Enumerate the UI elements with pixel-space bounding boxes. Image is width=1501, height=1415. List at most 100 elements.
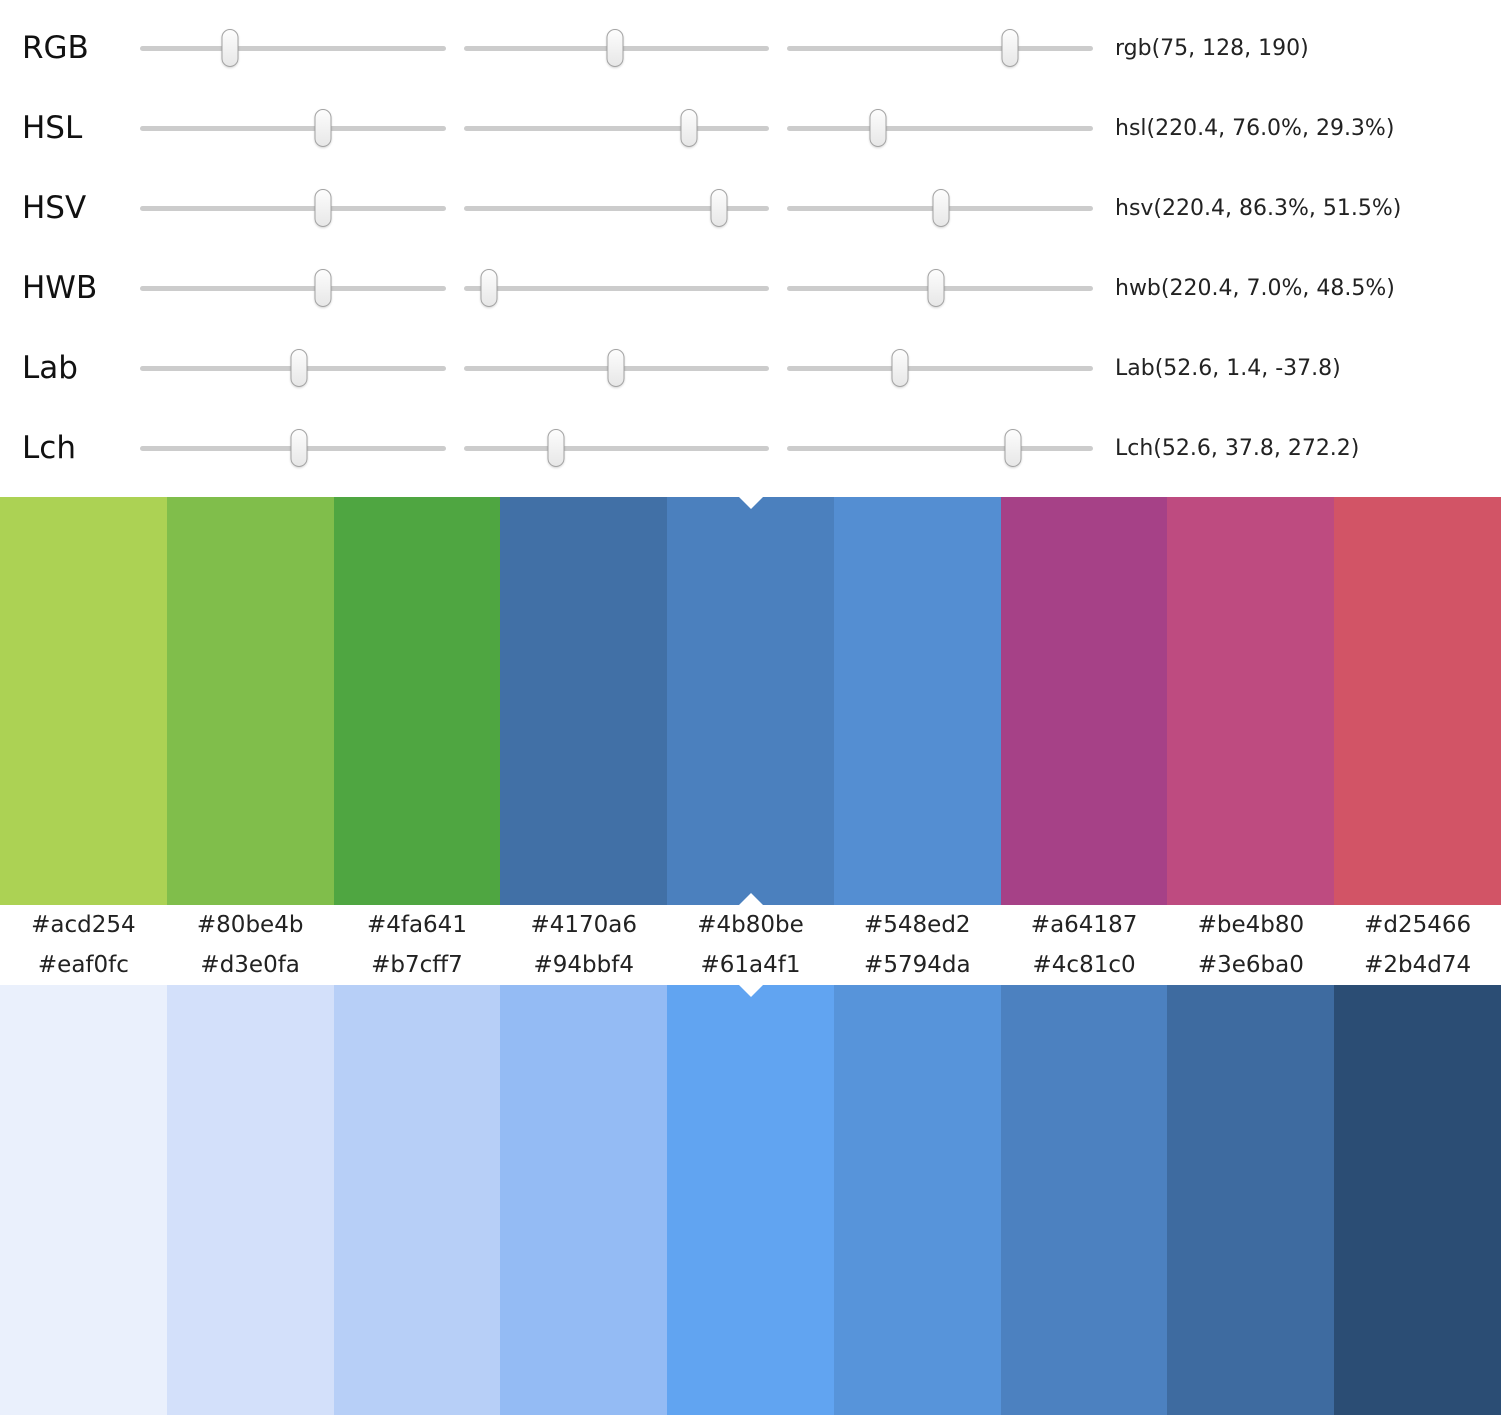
selected-swatch-notch-top [738, 985, 763, 997]
luminance-palette-labels: #eaf0fc #d3e0fa #b7cff7 #94bbf4 #61a4f1 #5794… [0, 945, 1501, 985]
hsl-l-slider-thumb[interactable] [869, 109, 887, 147]
lch-c-slider-track[interactable] [463, 429, 770, 467]
swatch-hex-label: #5794da [864, 952, 971, 978]
swatch-hex-label: #2b4d74 [1364, 952, 1472, 978]
rgb-g-slider-thumb[interactable] [606, 29, 624, 67]
palette-swatch[interactable] [667, 985, 834, 1415]
colorspace-label-lab: Lab [22, 350, 78, 386]
colorspace-label-hsl: HSL [22, 110, 83, 146]
palette-swatch[interactable] [1334, 497, 1501, 905]
palette-swatch[interactable] [833, 497, 1001, 905]
swatch-hex-label: #4c81c0 [1032, 952, 1136, 978]
palette-swatch[interactable] [667, 497, 834, 905]
lch-h-slider-thumb[interactable] [1004, 429, 1022, 467]
slider-row-lch: Lch Lch(52.6, 37.8, 272.2) [0, 408, 1501, 488]
slider-row-lab: Lab Lab(52.6, 1.4, -37.8) [0, 328, 1501, 408]
slider-tracks-hsl [140, 109, 1094, 147]
luminance-palette [0, 985, 1501, 1415]
swatch-hex-label: #acd254 [31, 912, 136, 938]
slider-tracks-rgb [140, 29, 1094, 67]
swatch-hex-label: #eaf0fc [37, 952, 129, 978]
slider-tracks-hwb [140, 269, 1094, 307]
swatch-hex-label: #a64187 [1030, 912, 1138, 938]
slider-panel: RGB rgb(75, 128, 190) HSL hsl(220.4, 76.… [0, 0, 1501, 497]
hwb-b-slider-thumb[interactable] [927, 269, 945, 307]
swatch-hex-label: #94bbf4 [533, 952, 634, 978]
color-value-lch: Lch(52.6, 37.8, 272.2) [1115, 435, 1360, 461]
swatch-hex-label: #d3e0fa [200, 952, 300, 978]
rgb-r-slider-thumb[interactable] [221, 29, 239, 67]
colorspace-label-hwb: HWB [22, 270, 98, 306]
lch-c-slider-thumb[interactable] [547, 429, 565, 467]
hsl-l-slider-track[interactable] [787, 109, 1094, 147]
lab-b-slider-track[interactable] [787, 349, 1094, 387]
slider-row-hsl: HSL hsl(220.4, 76.0%, 29.3%) [0, 88, 1501, 168]
slider-tracks-lab [140, 349, 1094, 387]
slider-tracks-hsv [140, 189, 1094, 227]
hue-palette [0, 497, 1501, 905]
color-value-hsl: hsl(220.4, 76.0%, 29.3%) [1115, 115, 1395, 141]
colorspace-label-lch: Lch [22, 430, 76, 466]
rgb-g-slider-track[interactable] [463, 29, 770, 67]
hwb-h-slider-track[interactable] [140, 269, 446, 307]
color-value-hwb: hwb(220.4, 7.0%, 48.5%) [1115, 275, 1395, 301]
lab-l-slider-track[interactable] [140, 349, 446, 387]
swatch-hex-label: #548ed2 [864, 912, 971, 938]
swatch-hex-label: #4b80be [697, 912, 804, 938]
rgb-b-slider-thumb[interactable] [1001, 29, 1019, 67]
hsv-h-slider-thumb[interactable] [314, 189, 332, 227]
hsv-v-slider-track[interactable] [787, 189, 1094, 227]
lch-h-slider-track[interactable] [787, 429, 1094, 467]
lab-b-slider-thumb[interactable] [891, 349, 909, 387]
swatch-hex-label: #4170a6 [530, 912, 637, 938]
lch-l-slider-track[interactable] [140, 429, 446, 467]
palette-swatch[interactable] [1334, 985, 1501, 1415]
swatch-hex-label: #b7cff7 [371, 952, 463, 978]
swatch-hex-label: #80be4b [196, 912, 304, 938]
hsv-h-slider-track[interactable] [140, 189, 446, 227]
palette-swatch[interactable] [166, 497, 334, 905]
palette-swatch[interactable] [333, 497, 501, 905]
hsv-s-slider-thumb[interactable] [710, 189, 728, 227]
hsv-s-slider-track[interactable] [463, 189, 770, 227]
hwb-b-slider-track[interactable] [787, 269, 1094, 307]
color-value-lab: Lab(52.6, 1.4, -37.8) [1115, 355, 1341, 381]
slider-row-hsv: HSV hsv(220.4, 86.3%, 51.5%) [0, 168, 1501, 248]
swatch-hex-label: #4fa641 [366, 912, 467, 938]
selected-swatch-notch-top [738, 497, 763, 509]
slider-row-hwb: HWB hwb(220.4, 7.0%, 48.5%) [0, 248, 1501, 328]
lch-l-slider-thumb[interactable] [290, 429, 308, 467]
colorspace-label-rgb: RGB [22, 30, 89, 66]
rgb-b-slider-track[interactable] [787, 29, 1094, 67]
hsl-s-slider-thumb[interactable] [680, 109, 698, 147]
palette-swatch[interactable] [333, 985, 501, 1415]
hsl-s-slider-track[interactable] [463, 109, 770, 147]
lab-a-slider-track[interactable] [463, 349, 770, 387]
hwb-w-slider-thumb[interactable] [480, 269, 498, 307]
lab-a-slider-thumb[interactable] [607, 349, 625, 387]
hwb-h-slider-thumb[interactable] [314, 269, 332, 307]
palette-swatch[interactable] [1167, 497, 1335, 905]
palette-swatch[interactable] [1000, 497, 1168, 905]
hsl-h-slider-thumb[interactable] [314, 109, 332, 147]
swatch-hex-label: #61a4f1 [700, 952, 801, 978]
palette-swatch[interactable] [500, 985, 668, 1415]
palette-swatch[interactable] [166, 985, 334, 1415]
rgb-r-slider-track[interactable] [140, 29, 446, 67]
palette-swatch[interactable] [500, 497, 668, 905]
color-value-hsv: hsv(220.4, 86.3%, 51.5%) [1115, 195, 1402, 221]
palette-swatch[interactable] [0, 985, 167, 1415]
hue-palette-labels: #acd254 #80be4b #4fa641 #4170a6 #4b80be #548e… [0, 905, 1501, 945]
hex-label-band: #acd254 #80be4b #4fa641 #4170a6 #4b80be #548e… [0, 905, 1501, 985]
selected-swatch-notch-bottom [738, 893, 763, 905]
palette-swatch[interactable] [1000, 985, 1168, 1415]
swatch-hex-label: #d25466 [1364, 912, 1472, 938]
palette-swatch[interactable] [1167, 985, 1335, 1415]
hsv-v-slider-thumb[interactable] [932, 189, 950, 227]
hwb-w-slider-track[interactable] [463, 269, 770, 307]
lab-l-slider-thumb[interactable] [290, 349, 308, 387]
palette-swatch[interactable] [833, 985, 1001, 1415]
hsl-h-slider-track[interactable] [140, 109, 446, 147]
palette-swatch[interactable] [0, 497, 167, 905]
color-value-rgb: rgb(75, 128, 190) [1115, 35, 1309, 61]
